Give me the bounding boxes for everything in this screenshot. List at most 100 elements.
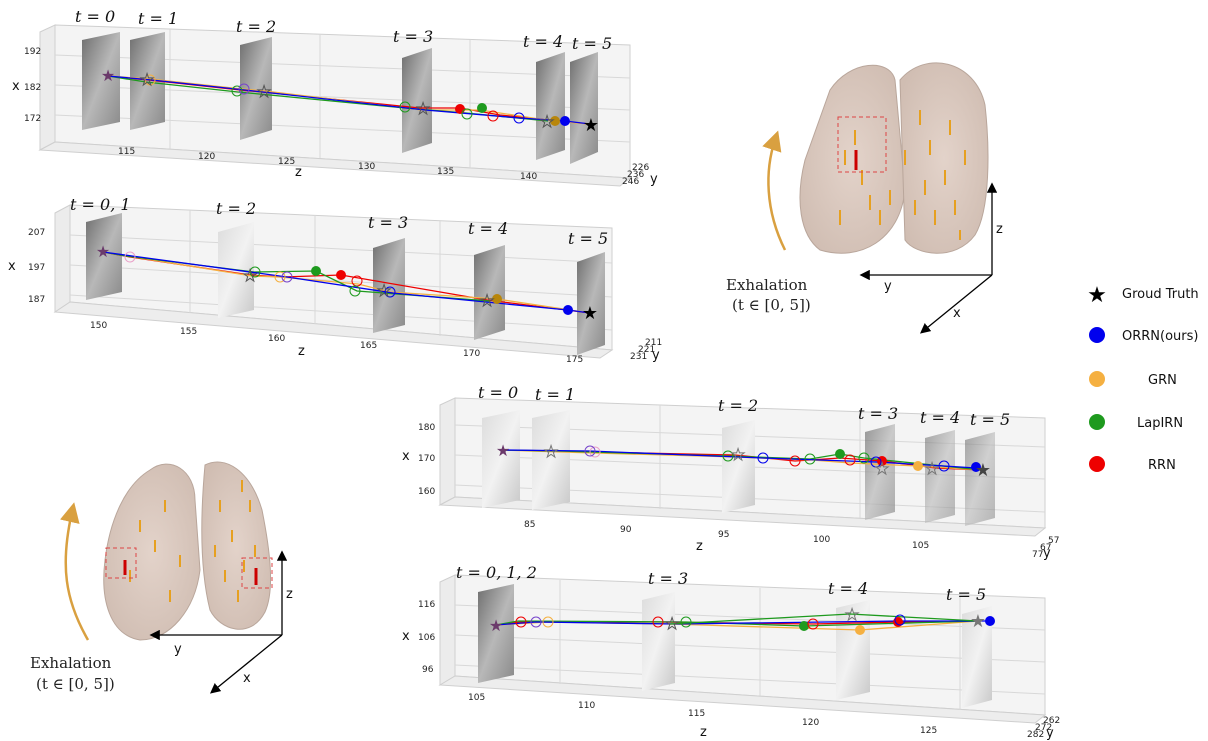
- legend-item-lapirn: LapIRN: [1089, 414, 1183, 431]
- panel-1-y-ticks: 226 236 246: [622, 163, 649, 187]
- lung-right-roi-box: [837, 116, 887, 173]
- lung-right-exhalation-range: (t ∈ [0, 5]): [732, 296, 811, 314]
- lung-left-left-lobe: [103, 463, 201, 641]
- legend-label: GRN: [1148, 373, 1177, 388]
- tick-label: 231: [630, 352, 647, 362]
- panel-1-slice-t2: [240, 37, 272, 140]
- svg-text:★: ★: [496, 441, 510, 460]
- tick-label: 57: [1048, 536, 1059, 546]
- tick-label: 226: [632, 163, 649, 173]
- svg-text:★: ★: [480, 291, 494, 310]
- panel-1-floor: [38, 141, 632, 187]
- svg-text:★: ★: [845, 605, 859, 624]
- tick-label: 130: [358, 162, 375, 172]
- time-label: t = 3: [368, 213, 408, 232]
- panel-1-slice-t0: [82, 32, 120, 130]
- tick-label: 110: [578, 701, 595, 711]
- panel-1-z-axis-label: z: [295, 165, 302, 180]
- svg-text:★: ★: [731, 445, 745, 464]
- lung-left-exhalation-arrow: [60, 502, 90, 641]
- tick-label: 140: [520, 172, 537, 182]
- time-label: t = 1: [535, 385, 575, 404]
- tick-label: 172: [24, 114, 41, 124]
- lung-left-z-label: z: [286, 587, 293, 602]
- time-label: t = 5: [568, 229, 608, 248]
- time-label: t = 4: [523, 32, 563, 51]
- lung-left-right-lobe: [201, 461, 272, 630]
- panel-4-x-axis-label: x: [402, 629, 410, 644]
- tick-label: 160: [268, 334, 285, 344]
- lung-right-y-label: y: [884, 279, 892, 294]
- svg-text:★: ★: [970, 611, 986, 632]
- legend-item-grn: GRN: [1089, 371, 1177, 388]
- svg-text:★: ★: [101, 66, 115, 85]
- circle-icon: [1089, 371, 1105, 387]
- panel-4-slice-t012: [478, 584, 514, 683]
- lung-left-axes: [149, 550, 288, 694]
- panel-2-slice-t3: [373, 238, 405, 333]
- tick-label: 120: [802, 718, 819, 728]
- time-label: t = 2: [216, 199, 256, 218]
- time-label: t = 4: [920, 408, 960, 427]
- time-label: t = 1: [138, 9, 178, 28]
- panel-3-y-axis-label: y: [1043, 546, 1051, 561]
- panel-1-slice-t5: [570, 52, 598, 164]
- lung-left-x-label: x: [243, 671, 251, 686]
- lung-right-right-lobe: [899, 62, 989, 254]
- tick-label: 160: [418, 487, 435, 497]
- tick-label: 182: [24, 83, 41, 93]
- circle-icon: [1089, 456, 1105, 472]
- time-label: t = 4: [828, 579, 868, 598]
- panel-2-z-axis-label: z: [298, 344, 305, 359]
- tick-label: 96: [422, 665, 434, 675]
- tick-label: 211: [645, 338, 662, 348]
- panel-1-slice-t3: [402, 48, 432, 153]
- panel-2-x-axis-label: x: [8, 259, 16, 274]
- tick-label: 236: [627, 170, 644, 180]
- panel-1: ★ ★ ★ ★ ★ ★ t = 0 t = 1 t = 2 t = 3 t = …: [12, 7, 658, 187]
- time-label: t = 3: [648, 569, 688, 588]
- svg-text:★: ★: [975, 460, 991, 481]
- lung-right: Exhalation (t ∈ [0, 5]) z y x: [726, 62, 1003, 334]
- lung-right-exhalation-label: Exhalation: [726, 276, 808, 294]
- lung-left: Exhalation (t ∈ [0, 5]) z y x: [30, 461, 293, 694]
- tick-label: 90: [620, 525, 632, 535]
- panel-3-slice-t0: [482, 410, 520, 508]
- lung-left-roi-box-1: [105, 547, 137, 579]
- tick-label: 125: [920, 726, 937, 736]
- svg-text:★: ★: [540, 112, 554, 131]
- tick-label: 77: [1032, 550, 1043, 560]
- time-label: t = 0: [478, 383, 518, 402]
- svg-text:★: ★: [243, 266, 257, 285]
- tick-label: 115: [118, 147, 135, 157]
- panel-2-grid: [69, 210, 613, 336]
- tick-label: 135: [437, 167, 454, 177]
- star-icon: ★: [1087, 283, 1107, 308]
- panel-1-side-wall: [39, 24, 56, 151]
- panel-1-x-axis-label: x: [12, 79, 20, 94]
- tick-label: 180: [418, 423, 435, 433]
- time-label: t = 2: [236, 17, 276, 36]
- tick-label: 262: [1043, 716, 1060, 726]
- tick-label: 125: [278, 157, 295, 167]
- panel-2-floor: [53, 301, 614, 359]
- circle-icon: [1089, 327, 1105, 343]
- tick-label: 246: [622, 177, 639, 187]
- tick-label: 272: [1035, 723, 1052, 733]
- tick-label: 221: [638, 345, 655, 355]
- tick-label: 100: [813, 535, 830, 545]
- lung-right-left-lobe: [799, 64, 906, 254]
- panel-3-slice-t2: [722, 420, 755, 513]
- panel-4-time-labels: t = 0, 1, 2 t = 3 t = 4 t = 5: [456, 563, 986, 604]
- time-label: t = 4: [468, 219, 508, 238]
- tick-label: 150: [90, 321, 107, 331]
- lung-right-axes: [859, 182, 998, 334]
- tick-label: 116: [418, 600, 435, 610]
- svg-text:★: ★: [582, 303, 598, 324]
- panel-3-y-ticks: 57 67 77: [1032, 536, 1059, 560]
- tick-label: 175: [566, 355, 583, 365]
- panel-1-markers: ★ ★ ★ ★ ★ ★: [101, 66, 599, 136]
- panel-3-slice-t1: [532, 410, 570, 510]
- svg-text:★: ★: [416, 99, 430, 118]
